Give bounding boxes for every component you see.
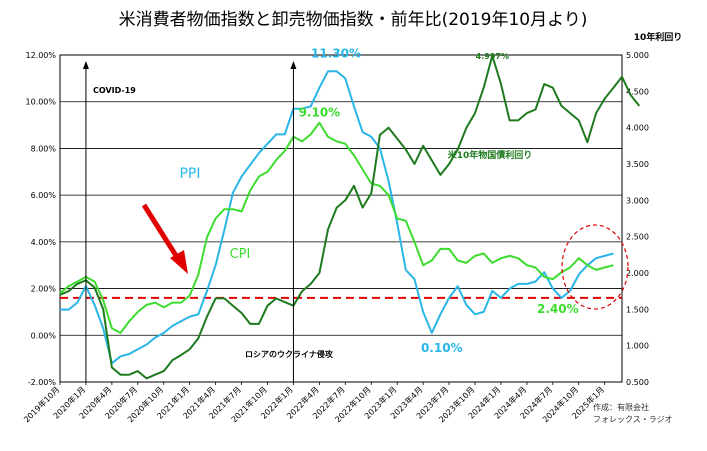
left-tick-label: 4.00% [31, 238, 57, 247]
right-tick-label: 0.500 [626, 378, 649, 387]
right-tick-label: 1.000 [626, 342, 649, 351]
right-tick-label: 4.000 [626, 124, 649, 133]
red-arrow-icon [141, 203, 188, 274]
covid-annotation: COVID-19 [93, 86, 136, 95]
series-line-米10年物国債利回り [59, 54, 641, 380]
left-axis: -2.00% 0.00% 2.00% 4.00% 6.00% 8.00% 10.00% 12.… [25, 51, 56, 387]
x-axis: 2019年10月2020年1月2020年4月2020年7月2020年10月202… [21, 382, 606, 424]
right-axis: 0.500 1.000 1.500 2.000 2.500 3.000 3.500 4.000… [626, 51, 649, 387]
ppi-series-label: PPI [179, 166, 200, 182]
right-tick-label: 2.000 [626, 269, 649, 278]
left-tick-label: -2.00% [28, 378, 57, 387]
russia-event-line-arrowhead [290, 61, 297, 69]
series-line-CPI [59, 121, 614, 334]
bond-max-label: 4.997% [476, 52, 509, 61]
series-layer [59, 54, 641, 380]
russia-annotation: ロシアのウクライナ侵攻 [245, 349, 334, 359]
covid-event-line-arrowhead [82, 61, 89, 69]
ppi-low-label: 0.10% [421, 341, 463, 355]
left-tick-label: 6.00% [31, 191, 57, 200]
left-tick-label: 12.00% [25, 51, 56, 60]
right-tick-label: 3.500 [626, 160, 649, 169]
right-axis-title: 10年利回り [634, 31, 683, 43]
left-tick-label: 10.00% [25, 98, 56, 107]
series-line-PPI [60, 70, 614, 365]
right-tick-label: 4.500 [626, 87, 649, 96]
gridlines [60, 101, 622, 336]
left-tick-label: 8.00% [31, 144, 57, 153]
credit-line-1: 作成：有限会社 [593, 402, 649, 412]
plot-frame [59, 54, 623, 383]
right-tick-label: 5.000 [626, 51, 649, 60]
left-tick-label: 2.00% [31, 285, 57, 294]
right-tick-label: 3.000 [626, 196, 649, 205]
event-lines [82, 61, 297, 382]
ppi-peak-label: 11.30% [311, 46, 361, 60]
labels-layer: PPI CPI 米10年物国債利回り 11.30% 9.10% 0.10% 2.40% 4.9… [179, 46, 578, 355]
right-tick-label: 1.500 [626, 305, 649, 314]
left-tick-label: 0.00% [31, 331, 57, 340]
right-tick-label: 2.500 [626, 233, 649, 242]
bond-series-label: 米10年物国債利回り [447, 149, 533, 161]
chart-title: 米消費者物価指数と卸売物価指数・前年比(2019年10月より) [119, 10, 588, 30]
cpi-series-label: CPI [230, 247, 251, 262]
highlight-circle [561, 224, 629, 310]
cpi-low-label: 2.40% [537, 302, 579, 316]
credit-line-2: フォレックス・ラジオ [593, 415, 673, 424]
cpi-peak-label: 9.10% [299, 106, 341, 120]
